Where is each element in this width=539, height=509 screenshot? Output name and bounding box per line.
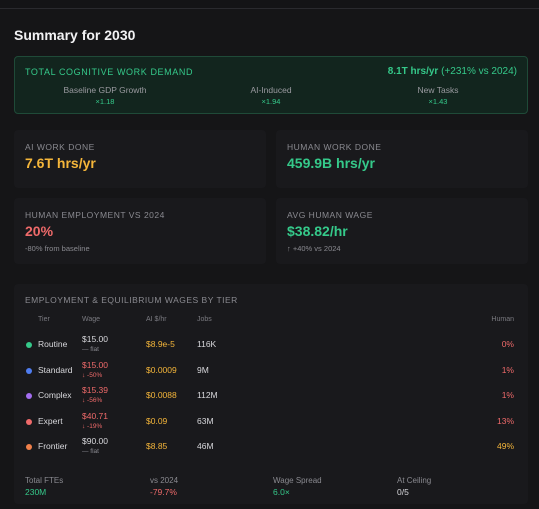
- tier-wage: $15.00: [82, 334, 108, 344]
- summary-value: 230M: [25, 487, 47, 497]
- factor-multiplier: ×1.18: [95, 97, 115, 106]
- tier-name: Routine: [38, 339, 68, 349]
- header-human: Human: [491, 316, 514, 323]
- card-subtext: -80% from baseline: [25, 244, 90, 253]
- tier-jobs: 116K: [197, 339, 217, 349]
- demand-change: (+231% vs 2024): [441, 66, 517, 77]
- ai-work-card: AI WORK DONE 7.6T hrs/yr: [14, 130, 266, 188]
- tier-name: Expert: [38, 415, 63, 426]
- employment-card: HUMAN EMPLOYMENT VS 2024 20% -80% from b…: [14, 198, 266, 264]
- summary-label: At Ceiling: [397, 476, 432, 485]
- card-value: 20%: [25, 223, 54, 239]
- demand-amount: 8.1T hrs/yr: [387, 66, 439, 77]
- tier-wage: $15.00: [82, 359, 108, 370]
- factor-multiplier: ×1.94: [261, 97, 281, 106]
- tier-name: Frontier: [38, 441, 68, 451]
- factor-name: New Tasks: [417, 85, 459, 95]
- table-row: Frontier $90.00 — flat $8.85 46M 49%: [14, 436, 528, 460]
- card-label: HUMAN EMPLOYMENT VS 2024: [25, 210, 165, 220]
- card-subtext: ↑ +40% vs 2024: [287, 244, 341, 253]
- summary-value: 6.0×: [273, 487, 290, 497]
- tier-jobs: 63M: [197, 415, 214, 426]
- tier-ai-cost: $0.0088: [146, 390, 177, 400]
- tier-ai-cost: $8.9e-5: [146, 339, 175, 349]
- card-value: 459.9B hrs/yr: [287, 155, 375, 171]
- table-row: Standard $15.00 ↓ -50% $0.0009 9M 1%: [14, 360, 528, 384]
- demand-value: 8.1T hrs/yr (+231% vs 2024): [388, 66, 517, 77]
- summary-label: vs 2024: [150, 476, 179, 485]
- tier-jobs: 112M: [197, 390, 218, 400]
- tier-ai-cost: $0.09: [146, 415, 168, 426]
- table-row: Routine $15.00 — flat $8.9e-5 116K 0%: [14, 334, 528, 358]
- factor-new-tasks: New Tasks ×1.43: [378, 85, 498, 106]
- card-value: 7.6T hrs/yr: [25, 155, 96, 171]
- summary-label: Wage Spread: [273, 476, 322, 485]
- card-label: HUMAN WORK DONE: [287, 142, 382, 152]
- card-value: $38.82/hr: [287, 223, 348, 239]
- demand-label: TOTAL COGNITIVE WORK DEMAND: [25, 67, 194, 77]
- summary-label: Total FTEs: [25, 476, 64, 485]
- header-ai-cost: AI $/hr: [146, 316, 167, 323]
- tier-human-share: 1%: [501, 364, 514, 375]
- factor-gdp: Baseline GDP Growth ×1.18: [45, 85, 165, 106]
- total-demand-card: TOTAL COGNITIVE WORK DEMAND 8.1T hrs/yr …: [14, 56, 528, 114]
- tier-wage-change: — flat: [82, 448, 99, 455]
- panel-title: EMPLOYMENT & EQUILIBRIUM WAGES BY TIER: [25, 295, 238, 305]
- tier-color-dot: [26, 444, 32, 450]
- tier-wage-change: ↓ -56%: [82, 397, 103, 404]
- avg-wage-card: AVG HUMAN WAGE $38.82/hr ↑ +40% vs 2024: [276, 198, 528, 264]
- tier-ai-cost: $0.0009: [146, 364, 177, 375]
- header-jobs: Jobs: [197, 316, 212, 323]
- tier-color-dot: [26, 418, 32, 425]
- tier-ai-cost: $8.85: [146, 441, 168, 451]
- card-label: AI WORK DONE: [25, 142, 95, 152]
- card-label: AVG HUMAN WAGE: [287, 210, 373, 220]
- summary-value: 0/5: [397, 487, 409, 497]
- tier-wage-change: ↓ -50%: [82, 371, 103, 379]
- summary-vs-2024: vs 2024 -79.7%: [150, 476, 270, 497]
- tier-wage-change: ↓ -19%: [82, 422, 103, 430]
- factor-name: AI-Induced: [250, 85, 292, 95]
- tier-human-share: 1%: [501, 390, 514, 400]
- tier-human-share: 13%: [496, 415, 514, 426]
- factor-multiplier: ×1.43: [428, 97, 448, 106]
- table-row: Complex $15.39 ↓ -56% $0.0088 112M 1%: [14, 385, 528, 409]
- summary-value: -79.7%: [150, 487, 177, 497]
- summary-at-ceiling: At Ceiling 0/5: [397, 476, 517, 497]
- page-title: Summary for 2030: [14, 27, 136, 43]
- tier-color-dot: [26, 367, 32, 374]
- tier-wage: $40.71: [82, 410, 108, 421]
- tier-name: Standard: [38, 364, 73, 375]
- tier-human-share: 49%: [496, 441, 514, 451]
- tier-color-dot: [26, 342, 32, 348]
- tier-jobs: 9M: [197, 364, 209, 375]
- header-tier: Tier: [38, 316, 50, 323]
- table-row: Expert $40.71 ↓ -19% $0.09 63M 13%: [14, 411, 528, 435]
- factor-ai-induced: AI-Induced ×1.94: [211, 85, 331, 106]
- tier-wage: $15.39: [82, 385, 108, 395]
- tier-jobs: 46M: [197, 441, 214, 451]
- tier-human-share: 0%: [501, 339, 514, 349]
- tier-wage-change: — flat: [82, 346, 99, 353]
- tier-wage: $90.00: [82, 436, 108, 446]
- tier-name: Complex: [38, 390, 72, 400]
- factor-name: Baseline GDP Growth: [63, 85, 147, 95]
- human-work-card: HUMAN WORK DONE 459.9B hrs/yr: [276, 130, 528, 188]
- summary-total-ftes: Total FTEs 230M: [25, 476, 145, 497]
- header-wage: Wage: [82, 316, 101, 323]
- tier-table-panel: EMPLOYMENT & EQUILIBRIUM WAGES BY TIER T…: [14, 284, 528, 504]
- tier-color-dot: [26, 393, 32, 399]
- summary-wage-spread: Wage Spread 6.0×: [273, 476, 393, 497]
